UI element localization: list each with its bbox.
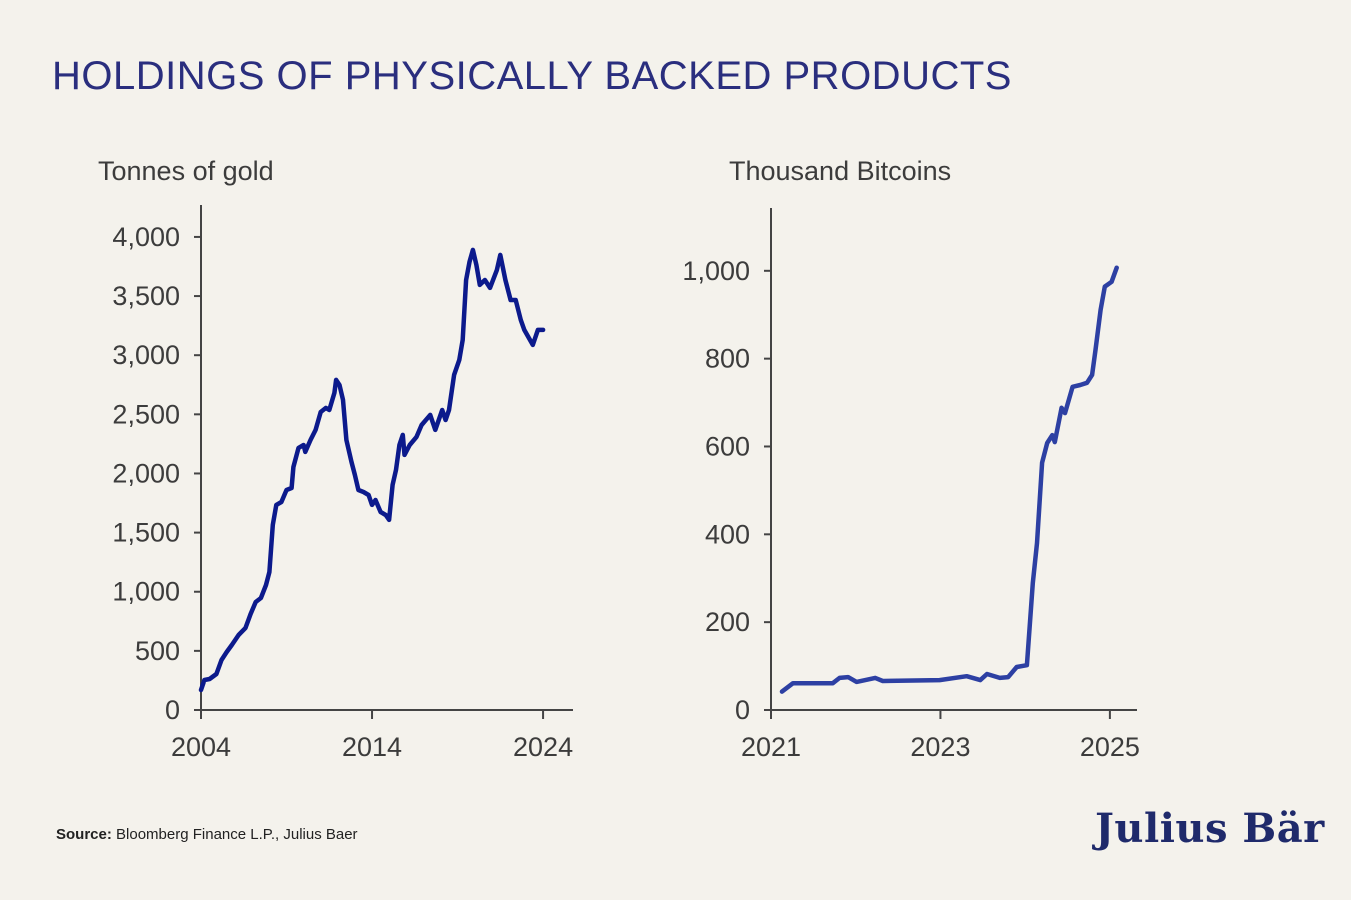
bitcoin-chart: 0 200 400 600 800 1,000 2021 2023 2025 [682, 208, 1140, 762]
gold-y-tick-label: 2,000 [112, 458, 180, 488]
bitcoin-y-tick-label: 0 [735, 695, 750, 725]
gold-chart: 0 500 1,000 1,500 2,000 2,500 3,000 3,500 4,000 2… [112, 205, 573, 762]
source-note: Source: Bloomberg Finance L.P., Julius B… [56, 826, 358, 843]
gold-y-tick-label: 3,500 [112, 281, 180, 311]
gold-y-tick-label: 1,500 [112, 518, 180, 548]
julius-baer-logo: Julius Bär [1095, 805, 1325, 852]
gold-y-tick-label: 3,000 [112, 340, 180, 370]
source-text: Bloomberg Finance L.P., Julius Baer [111, 826, 358, 843]
chart-title: HOLDINGS OF PHYSICALLY BACKED PRODUCTS [52, 54, 1012, 98]
bitcoin-y-tick-label: 600 [705, 431, 750, 461]
gold-y-tick-label: 2,500 [112, 399, 180, 429]
bitcoin-x-tick-label: 2023 [910, 732, 970, 762]
bitcoin-y-tick-label: 800 [705, 344, 750, 374]
gold-y-tick-label: 0 [165, 695, 180, 725]
bitcoin-y-tick-label: 200 [705, 607, 750, 637]
gold-x-tick-label: 2024 [513, 732, 573, 762]
gold-series-line [198, 247, 546, 693]
bitcoin-series-line [779, 265, 1119, 694]
gold-y-tick-label: 4,000 [112, 222, 180, 252]
gold-x-tick-label: 2004 [171, 732, 231, 762]
gold-x-tick-label: 2014 [342, 732, 402, 762]
bitcoin-y-axis-label: Thousand Bitcoins [729, 156, 952, 186]
source-label: Source: [56, 826, 112, 843]
gold-y-tick-label: 500 [135, 636, 180, 666]
bitcoin-y-tick-label: 400 [705, 519, 750, 549]
gold-y-axis-label: Tonnes of gold [98, 156, 274, 186]
bitcoin-y-tick-label: 1,000 [682, 256, 750, 286]
bitcoin-x-tick-label: 2021 [741, 732, 801, 762]
bitcoin-x-tick-label: 2025 [1080, 732, 1140, 762]
gold-y-tick-label: 1,000 [112, 577, 180, 607]
